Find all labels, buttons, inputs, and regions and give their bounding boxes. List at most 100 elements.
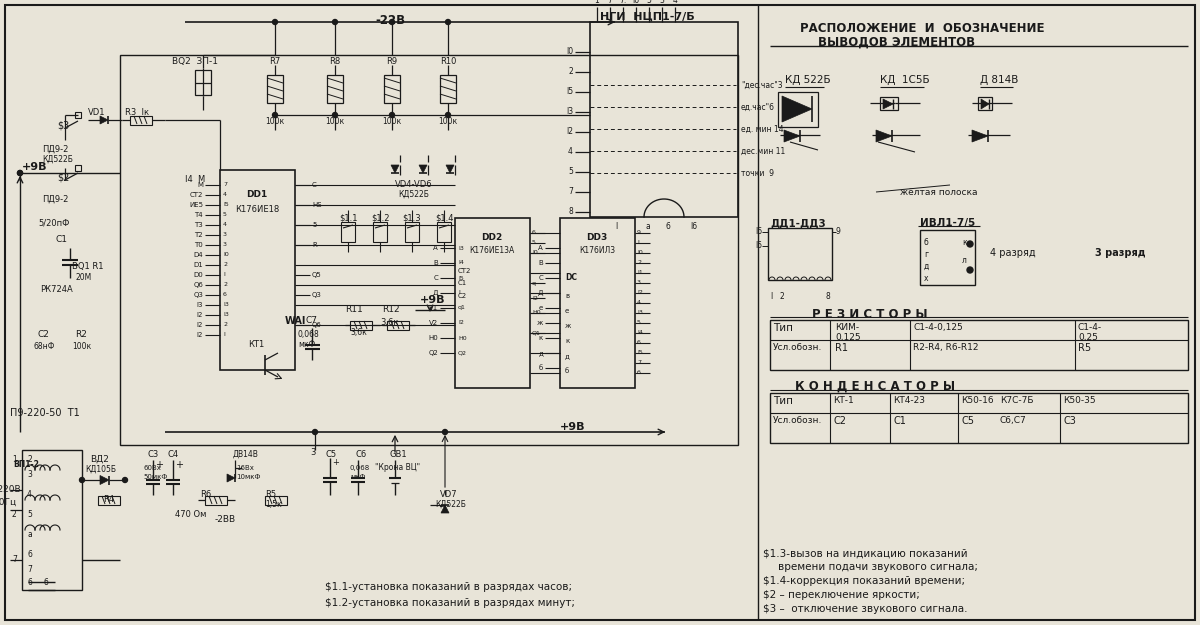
Text: КД522Б: КД522Б [42, 155, 73, 164]
Bar [386, 321, 409, 330]
Text: VD4-VD6: VD4-VD6 [395, 180, 433, 189]
Polygon shape [391, 165, 398, 173]
Text: Q2: Q2 [458, 351, 467, 356]
Text: 4: 4 [568, 148, 574, 156]
Text: "Крона ВЦ": "Крона ВЦ" [374, 463, 420, 472]
Text: I3: I3 [458, 246, 464, 251]
Text: +9В: +9В [22, 162, 48, 172]
Text: 100к: 100к [72, 342, 91, 351]
Text: 9: 9 [836, 228, 841, 236]
Text: КД105Б: КД105Б [85, 465, 116, 474]
Text: 6: 6 [532, 231, 536, 236]
Text: ж: ж [536, 320, 542, 326]
Text: РК724А: РК724А [40, 285, 73, 294]
Text: д: д [565, 353, 570, 359]
Circle shape [390, 112, 395, 118]
Text: ПД9-2: ПД9-2 [42, 145, 68, 154]
Bar [560, 218, 635, 388]
Text: I: I [223, 272, 224, 278]
Text: I3: I3 [223, 312, 229, 318]
Text: д: д [539, 350, 542, 356]
Text: +: + [175, 460, 182, 470]
Text: I1: I1 [637, 271, 643, 276]
Text: R8: R8 [329, 57, 341, 66]
Text: 3: 3 [223, 232, 227, 238]
Text: I3: I3 [637, 311, 643, 316]
Text: 7: 7 [607, 0, 612, 5]
Text: 4: 4 [223, 192, 227, 198]
Text: 6: 6 [223, 292, 227, 297]
Text: 5: 5 [312, 222, 317, 228]
Circle shape [445, 19, 450, 24]
Circle shape [445, 112, 450, 118]
Text: 5: 5 [28, 510, 32, 519]
Text: 4: 4 [637, 301, 641, 306]
Text: е: е [565, 308, 569, 314]
Text: ж: ж [565, 323, 571, 329]
Text: 5/20пФ: 5/20пФ [38, 218, 70, 227]
Text: $2: $2 [58, 172, 70, 182]
Text: х: х [924, 274, 929, 283]
Text: DD1: DD1 [246, 190, 268, 199]
Circle shape [122, 478, 127, 482]
Text: DD2: DD2 [481, 233, 503, 242]
Bar [130, 116, 152, 125]
Text: мкФ: мкФ [298, 340, 316, 349]
Text: D0: D0 [193, 272, 203, 278]
Text: 6: 6 [665, 222, 670, 231]
Text: I0: I0 [566, 48, 574, 56]
Text: Усл.обозн.: Усл.обозн. [773, 416, 822, 425]
Text: Q5: Q5 [312, 272, 322, 278]
Text: I4  М: I4 М [185, 175, 205, 184]
Bar [880, 97, 898, 110]
Text: К176ИЕ13А: К176ИЕ13А [469, 246, 515, 255]
Text: б: б [565, 368, 569, 374]
Text: 0,068: 0,068 [350, 465, 371, 471]
Text: I3: I3 [223, 302, 229, 308]
Circle shape [967, 267, 973, 273]
Text: Q3: Q3 [312, 292, 322, 298]
Text: б: б [43, 578, 48, 587]
Text: Т0: Т0 [194, 242, 203, 248]
Text: С2: С2 [458, 293, 467, 299]
Text: б: б [637, 371, 641, 376]
Text: R2-R4, R6-R12: R2-R4, R6-R12 [913, 343, 978, 352]
Text: 1: 1 [12, 455, 17, 464]
Text: Т3: Т3 [194, 222, 203, 228]
Bar [120, 55, 738, 445]
Text: q1: q1 [458, 306, 466, 311]
Circle shape [967, 241, 973, 247]
Text: к: к [539, 335, 542, 341]
Text: г: г [924, 250, 928, 259]
Text: 4: 4 [28, 490, 32, 499]
Text: Р Е З И С Т О Р Ы: Р Е З И С Т О Р Ы [812, 308, 928, 321]
Text: 100к: 100к [438, 117, 457, 126]
Text: HS: HS [312, 202, 322, 208]
Text: 16Вх: 16Вх [236, 465, 254, 471]
Text: С1-4-0,125: С1-4-0,125 [913, 323, 962, 332]
Text: РАСПОЛОЖЕНИЕ  И  ОБОЗНАЧЕНИЕ: РАСПОЛОЖЕНИЕ И ОБОЗНАЧЕНИЕ [800, 22, 1044, 35]
Text: 0,068: 0,068 [298, 330, 319, 339]
Text: 2: 2 [223, 322, 227, 328]
Text: DC: DC [565, 273, 577, 282]
Text: -2ВВ: -2ВВ [215, 515, 236, 524]
Text: В: В [539, 260, 542, 266]
Text: I2: I2 [197, 312, 203, 318]
Text: ~220В: ~220В [0, 485, 20, 494]
Text: 5: 5 [532, 241, 536, 246]
Text: дес.мин 11: дес.мин 11 [742, 146, 785, 156]
Text: 3: 3 [310, 448, 316, 457]
Bar [770, 393, 1188, 443]
Polygon shape [442, 505, 449, 513]
Text: А: А [539, 245, 542, 251]
Text: М: М [197, 182, 203, 188]
Text: Д: Д [432, 290, 438, 296]
Text: I2: I2 [197, 322, 203, 328]
Text: I0: I0 [532, 251, 538, 256]
Text: 100к: 100к [265, 117, 284, 126]
Text: С6: С6 [355, 450, 366, 459]
Text: 6: 6 [28, 578, 32, 587]
Text: C5: C5 [325, 450, 336, 459]
Text: Д 814В: Д 814В [980, 75, 1019, 85]
Text: I5: I5 [637, 351, 643, 356]
